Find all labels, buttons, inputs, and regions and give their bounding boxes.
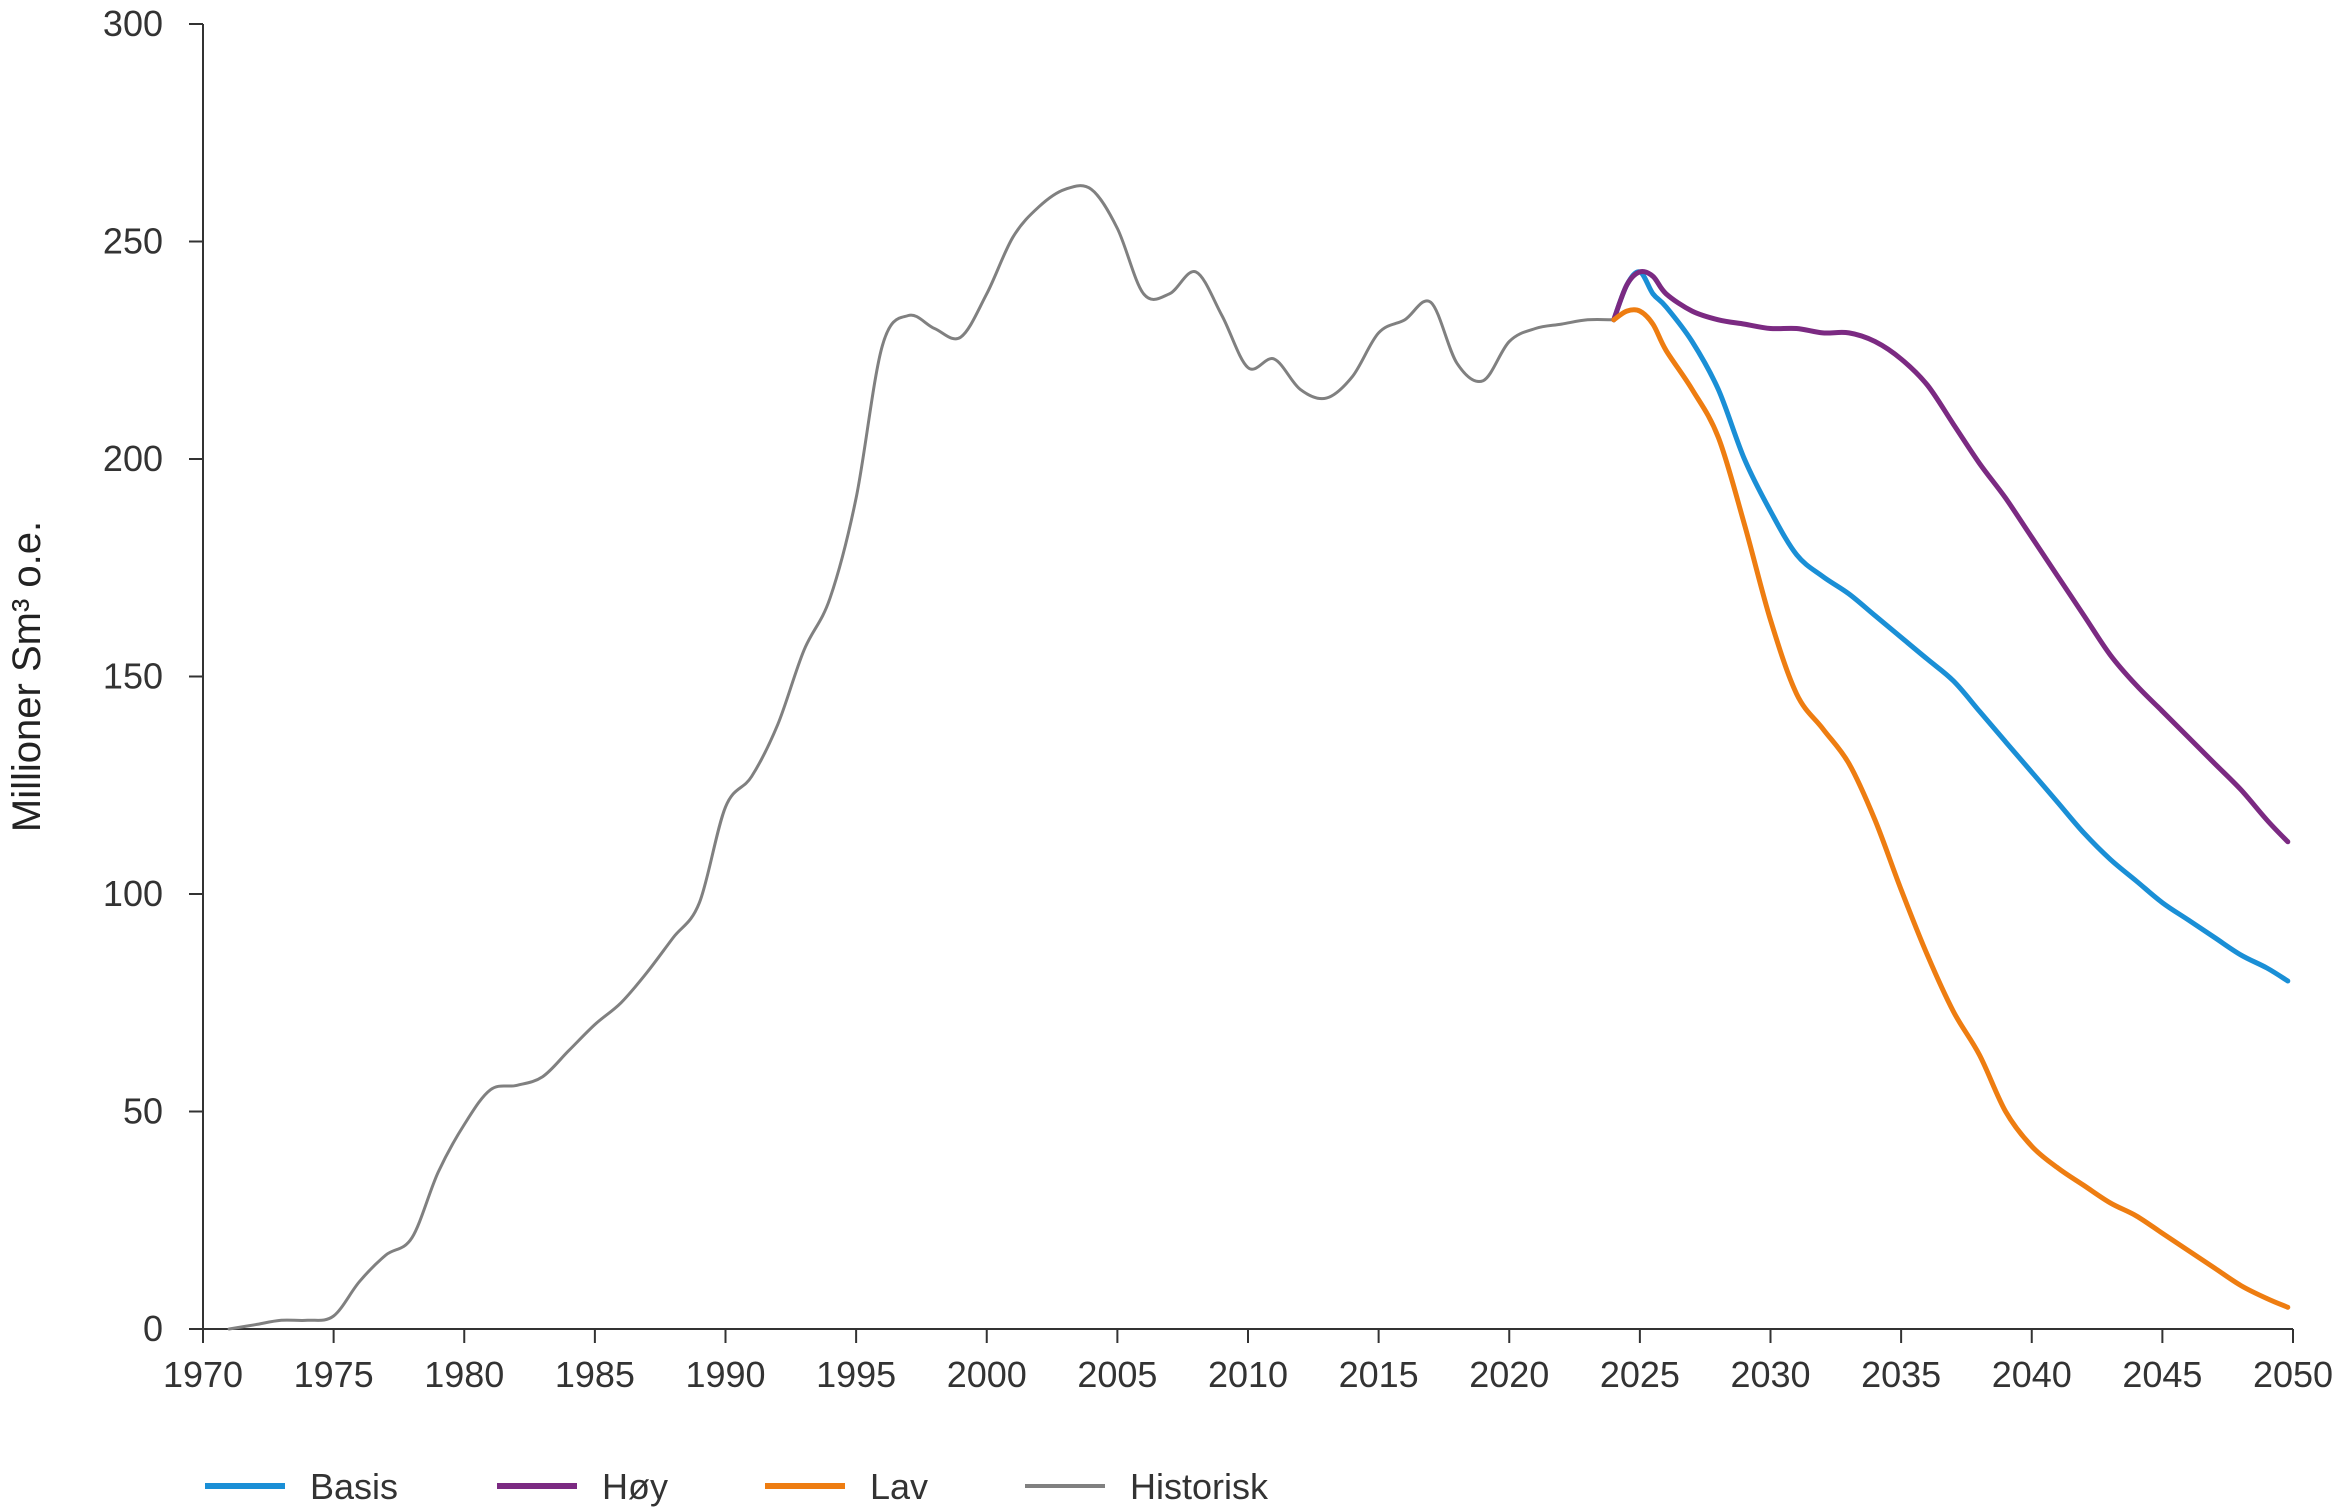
series-line-basis (1611, 269, 2291, 984)
x-tick-label: 1970 (163, 1354, 243, 1395)
x-tick-label: 2035 (1861, 1354, 1941, 1395)
x-tick-label: 2030 (1730, 1354, 1810, 1395)
y-tick-label: 200 (103, 438, 163, 479)
x-ticks: 1970 1975 1980 1985 1990 1995 2000 2005 2010 2015… (163, 1329, 2333, 1395)
x-tick-label: 2020 (1469, 1354, 1549, 1395)
x-tick-label: 1985 (555, 1354, 635, 1395)
x-tick-label: 1995 (816, 1354, 896, 1395)
series-group (227, 184, 2291, 1331)
y-tick-label: 50 (123, 1091, 163, 1132)
x-tick-label: 2045 (2122, 1354, 2202, 1395)
x-tick-label: 2005 (1077, 1354, 1157, 1395)
y-ticks: 0 50 100 150 200 250 300 (103, 3, 203, 1349)
x-tick-label: 1980 (424, 1354, 504, 1395)
series-line-historisk (227, 184, 1616, 1331)
y-tick-label: 250 (103, 221, 163, 262)
x-tick-label: 1990 (685, 1354, 765, 1395)
legend-label: Lav (870, 1466, 928, 1507)
x-tick-label: 2010 (1208, 1354, 1288, 1395)
y-tick-label: 300 (103, 3, 163, 44)
y-tick-label: 100 (103, 873, 163, 914)
series-line-hoy (1611, 268, 2291, 845)
legend-label: Høy (602, 1466, 668, 1507)
y-axis-label: Millioner Sm³ o.e. (5, 521, 49, 832)
x-tick-label: 2040 (1992, 1354, 2072, 1395)
y-tick-label: 150 (103, 656, 163, 697)
x-tick-label: 1975 (294, 1354, 374, 1395)
x-tick-label: 2025 (1600, 1354, 1680, 1395)
x-tick-label: 2015 (1339, 1354, 1419, 1395)
x-tick-label: 2050 (2253, 1354, 2333, 1395)
legend: Basis Høy Lav Historisk (205, 1466, 1269, 1507)
legend-label: Basis (310, 1466, 398, 1507)
y-tick-label: 0 (143, 1308, 163, 1349)
series-line-lav (1611, 307, 2291, 1310)
x-tick-label: 2000 (947, 1354, 1027, 1395)
legend-label: Historisk (1130, 1466, 1269, 1507)
